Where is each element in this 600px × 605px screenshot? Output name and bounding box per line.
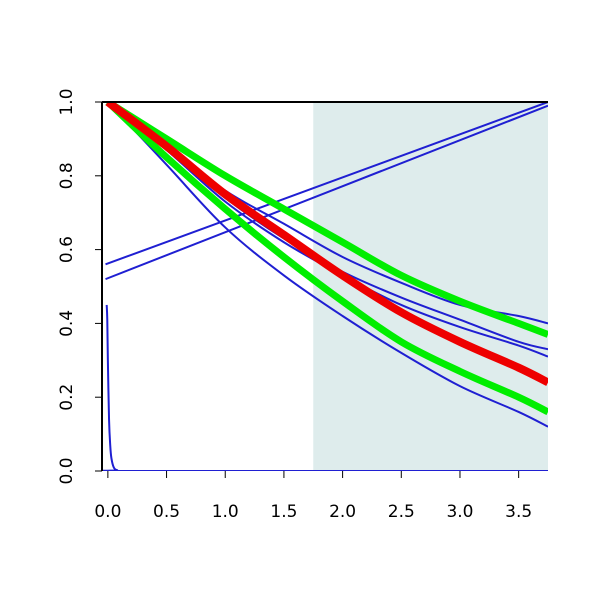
x-tick-label-7: 3.5 xyxy=(505,502,532,522)
x-tick-label-2: 1.0 xyxy=(212,502,239,522)
x-tick-label-3: 1.5 xyxy=(270,502,297,522)
series-line-5 xyxy=(105,102,548,266)
y-tick-label-1: 0.2 xyxy=(57,384,77,411)
series-line-6 xyxy=(105,104,548,281)
series-line-9 xyxy=(105,102,548,416)
x-tick-label-4: 2.0 xyxy=(329,502,356,522)
y-tick-label-3: 0.6 xyxy=(57,236,77,263)
x-tick-label-5: 2.5 xyxy=(388,502,415,522)
y-tick-label-5: 1.0 xyxy=(57,88,77,115)
series-line-7 xyxy=(102,304,548,471)
series-line-8 xyxy=(106,102,548,338)
y-tick-label-4: 0.8 xyxy=(57,162,77,189)
series-layer xyxy=(102,102,548,471)
x-tick-label-0: 0.0 xyxy=(94,502,121,522)
series-line-4 xyxy=(107,102,548,428)
x-tick-label-6: 3.0 xyxy=(446,502,473,522)
y-tick-label-2: 0.4 xyxy=(57,310,77,337)
y-tick-label-0: 0.0 xyxy=(57,457,77,484)
series-line-10 xyxy=(105,102,548,387)
x-tick-label-1: 0.5 xyxy=(153,502,180,522)
axes-layer: 0.0 0.5 1.0 1.5 2.0 2.5 3.0 3.5 0.0 0.2 0.4 0.6 0.8 1… xyxy=(57,88,548,522)
